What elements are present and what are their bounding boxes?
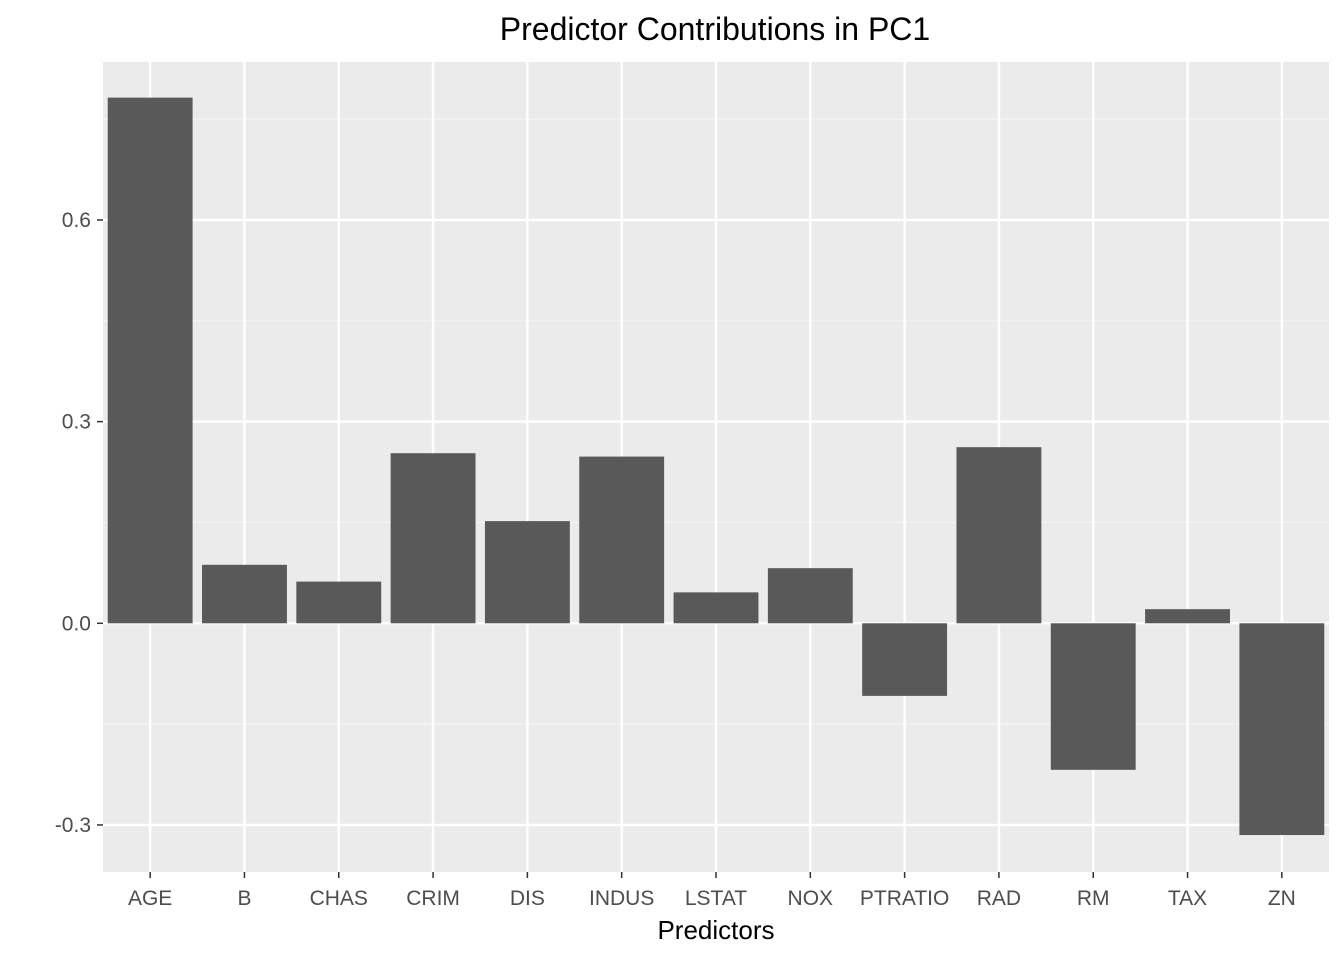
x-axis: AGE B CHAS CRIM DIS INDUS LSTAT NOX PTRATIO RAD RM… [128,872,1296,910]
bar-crim [390,453,476,624]
bar-dis [484,521,570,624]
x-tick-label: CRIM [406,887,460,910]
x-tick-label: PTRATIO [860,887,949,910]
x-tick-label: DIS [510,887,545,910]
y-tick-label: 0.3 [62,411,91,434]
x-tick-label: AGE [128,887,172,910]
x-tick-label: RM [1077,887,1110,910]
bar-rm [1050,623,1136,770]
x-tick-label: NOX [788,887,834,910]
bar-indus [579,456,665,624]
x-tick-label: TAX [1168,887,1207,910]
x-tick-label: CHAS [310,887,368,910]
bar-age [107,97,193,624]
bar-lstat [673,592,759,624]
bar-tax [1145,609,1230,624]
y-tick-label: 0.6 [62,209,91,232]
y-axis: -0.3 0.0 0.3 0.6 [55,209,103,837]
x-tick-label: RAD [977,887,1021,910]
x-tick-label: INDUS [589,887,654,910]
x-tick-label: ZN [1268,887,1296,910]
bar-rad [956,447,1042,624]
x-tick-label: LSTAT [685,887,747,910]
bar-ptratio [862,623,948,696]
bars [107,97,1325,836]
bar-chas [296,581,382,624]
bar-nox [767,568,853,624]
y-tick-label: 0.0 [62,612,91,635]
chart-title: Predictor Contributions in PC1 [500,11,930,47]
x-axis-title: Predictors [657,915,774,945]
y-tick-label: -0.3 [55,814,91,837]
bar-b [202,564,287,624]
bar-zn [1239,623,1325,836]
x-tick-label: B [237,887,251,910]
